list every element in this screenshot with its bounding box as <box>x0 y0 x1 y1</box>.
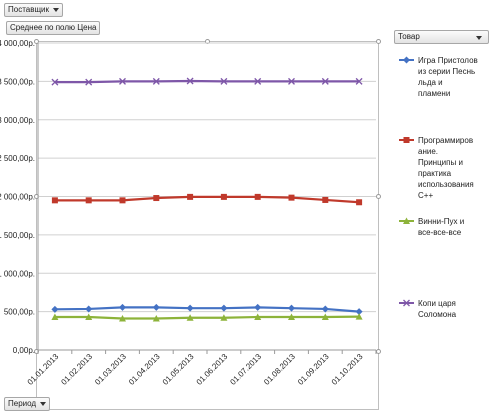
legend-entry-label: Игра Пристолов <box>418 56 478 65</box>
legend-entry-label: Соломона <box>418 310 457 319</box>
y-tick-label: 3 500,00р. <box>0 77 35 86</box>
legend-entry-label: пламени <box>418 89 450 98</box>
data-point <box>186 304 194 312</box>
data-point <box>85 78 93 86</box>
data-point <box>51 197 58 204</box>
data-point <box>85 197 92 204</box>
x-tick-label: 01.10.2013 <box>330 352 365 387</box>
data-point <box>288 194 295 201</box>
value-field-label: Среднее по полю Цена <box>10 23 97 32</box>
x-tick-label: 01.06.2013 <box>195 352 230 387</box>
data-point <box>119 77 126 85</box>
data-point <box>254 313 262 320</box>
legend-entry-label: ание. <box>418 147 438 156</box>
data-point <box>51 305 59 313</box>
data-point <box>220 304 228 312</box>
data-point <box>85 313 93 320</box>
legend-field-label: Товар <box>398 32 420 41</box>
value-field-button[interactable]: Среднее по полю Цена <box>6 21 101 35</box>
data-point <box>187 193 194 200</box>
data-point <box>152 77 160 85</box>
legend-entry-label: из серии Песнь <box>418 67 475 76</box>
data-point <box>85 305 93 313</box>
legend-entry-label: льда и <box>418 78 443 87</box>
legend-swatch-marker <box>403 137 410 143</box>
axis-field-label: Период <box>8 399 37 408</box>
legend-swatch-marker <box>403 56 410 64</box>
data-point <box>119 303 126 311</box>
legend-field-button[interactable]: Товар <box>394 30 489 44</box>
legend-entry-label: C++ <box>418 191 433 200</box>
y-tick-label: 1 000,00р. <box>0 269 35 278</box>
data-point <box>322 196 329 203</box>
legend-swatch-marker <box>403 217 410 224</box>
data-point <box>254 193 261 200</box>
y-tick-label: 500,00р. <box>4 308 35 317</box>
data-point <box>51 78 59 86</box>
legend-entry-label: Принципы и <box>418 158 463 167</box>
data-point <box>288 304 295 312</box>
resize-handle-top-left[interactable] <box>34 39 39 44</box>
data-point <box>355 77 363 85</box>
y-tick-label: 3 000,00р. <box>0 116 35 125</box>
y-tick-label: 1 500,00р. <box>0 231 35 240</box>
dropdown-arrow-icon <box>40 401 47 406</box>
x-tick-label: 01.03.2013 <box>93 352 128 387</box>
data-point <box>51 313 59 320</box>
data-point <box>321 77 329 85</box>
data-point <box>220 314 228 321</box>
data-point <box>288 313 295 320</box>
supplier-filter-label: Поставщик <box>8 5 50 14</box>
data-point <box>220 193 227 200</box>
resize-handle-right[interactable] <box>376 194 381 199</box>
legend-entry-label: использования <box>418 180 474 189</box>
dropdown-arrow-icon <box>476 36 482 40</box>
data-point <box>355 313 363 320</box>
data-point <box>152 303 160 311</box>
data-point <box>119 197 126 204</box>
x-tick-label: 01.02.2013 <box>59 352 94 387</box>
data-point <box>186 314 194 321</box>
data-point <box>356 199 363 206</box>
x-tick-label: 01.08.2013 <box>262 352 297 387</box>
legend-entry-label: все-все-все <box>418 228 462 237</box>
y-tick-label: 0,00р. <box>13 346 35 355</box>
data-point <box>119 315 126 322</box>
series-line-1 <box>54 306 360 313</box>
resize-handle-top-right[interactable] <box>376 39 381 44</box>
legend-entry-label: Копи царя <box>418 299 456 308</box>
legend-entry-label: практика <box>418 169 452 178</box>
data-point <box>186 77 194 85</box>
data-point <box>321 313 329 320</box>
y-tick-label: 4 000,00р. <box>0 39 35 48</box>
data-point <box>153 195 160 202</box>
supplier-filter-button[interactable]: Поставщик <box>4 3 64 17</box>
data-point <box>254 303 262 311</box>
dropdown-arrow-icon <box>53 7 60 12</box>
y-tick-label: 2 500,00р. <box>0 154 35 163</box>
data-point <box>152 315 160 322</box>
y-tick-label: 2 000,00р. <box>0 193 35 202</box>
series-line-4 <box>54 79 360 84</box>
data-point <box>220 77 228 85</box>
data-point <box>254 77 262 85</box>
series-line-3 <box>54 315 360 320</box>
data-point <box>355 308 363 316</box>
series-line-2 <box>54 195 360 204</box>
legend-swatch-marker <box>403 299 410 307</box>
x-tick-label: 01.09.2013 <box>296 352 331 387</box>
data-point <box>288 77 295 85</box>
x-tick-label: 01.01.2013 <box>26 352 61 387</box>
data-point <box>321 305 329 313</box>
x-tick-label: 01.04.2013 <box>127 352 162 387</box>
x-tick-label: 01.07.2013 <box>228 352 263 387</box>
axis-field-button[interactable]: Период <box>4 397 51 411</box>
legend-entry-label: Винни-Пух и <box>418 217 464 226</box>
legend-entry-label: Программиров <box>418 136 473 145</box>
x-tick-label: 01.05.2013 <box>161 352 196 387</box>
